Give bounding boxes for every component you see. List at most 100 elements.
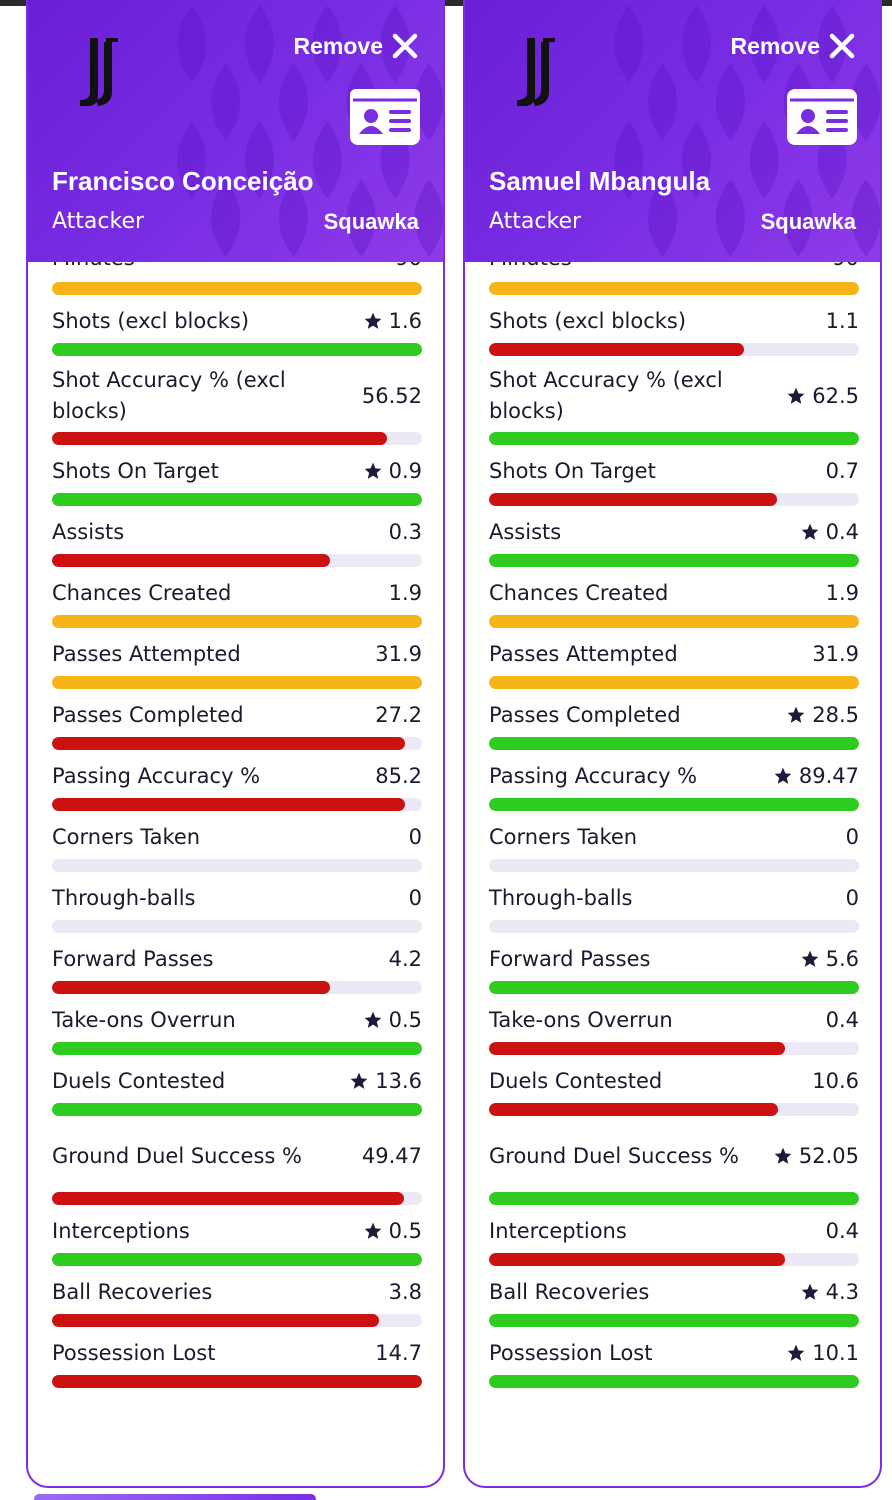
stat-label: Passing Accuracy % xyxy=(52,763,261,788)
remove-label: Remove xyxy=(730,32,820,59)
stat-value: 89.47 xyxy=(798,764,859,788)
stat-label: Assists xyxy=(489,519,562,544)
stat-bar-fill xyxy=(52,798,405,811)
stat-value: 1.9 xyxy=(388,581,422,605)
star-icon xyxy=(800,949,820,969)
stat-value: 1.1 xyxy=(825,309,859,333)
stat-bar xyxy=(52,282,422,295)
stat-bar xyxy=(489,1103,859,1116)
stat-bar xyxy=(489,554,859,567)
stat-bar-fill xyxy=(489,798,859,811)
stat-value-group: 89.47 xyxy=(773,764,859,788)
stat-value-group: 0.7 xyxy=(826,459,859,483)
stat-bar-fill xyxy=(489,1314,859,1327)
bottom-scroll-indicator[interactable] xyxy=(34,1494,316,1500)
stat-bar-fill xyxy=(52,282,422,295)
player-position: Attacker xyxy=(52,209,145,234)
stat-label: Take-ons Overrun xyxy=(52,1007,236,1032)
stat-item: Chances Created 1.9 xyxy=(52,567,422,628)
id-card-icon[interactable] xyxy=(349,88,421,146)
stat-value-group: 1.6 xyxy=(363,309,422,333)
star-icon xyxy=(363,461,383,481)
stat-item: Possession Lost 10.1 xyxy=(489,1327,859,1388)
stat-bar-fill xyxy=(52,615,422,628)
stat-bar-fill xyxy=(52,676,422,689)
stat-item: Corners Taken 0 xyxy=(489,811,859,872)
stat-value: 27.2 xyxy=(375,703,422,727)
stat-value: 4.2 xyxy=(388,947,422,971)
stat-item: Interceptions 0.5 xyxy=(52,1205,422,1266)
stat-value: 62.5 xyxy=(812,384,859,408)
data-source: Squawka xyxy=(323,209,419,234)
stat-value-group: 0 xyxy=(409,886,422,910)
stat-bar-fill xyxy=(489,1042,785,1055)
stat-bar xyxy=(52,493,422,506)
stat-item: Shot Accuracy % (excl blocks) 62.5 xyxy=(489,356,859,445)
stat-bar-fill xyxy=(489,343,744,356)
stat-value-group: 4.3 xyxy=(800,1280,859,1304)
stat-value: 13.6 xyxy=(375,1069,422,1093)
stat-item: Passes Attempted 31.9 xyxy=(52,628,422,689)
stat-label: Passes Attempted xyxy=(52,641,241,666)
star-icon xyxy=(363,1221,383,1241)
stat-value-group: 10.1 xyxy=(786,1341,859,1365)
stat-value: 0 xyxy=(845,886,859,910)
stat-value: 0 xyxy=(845,825,859,849)
stat-item: Shots (excl blocks) 1.6 xyxy=(52,295,422,356)
stat-value-group: 31.9 xyxy=(812,642,859,666)
stat-row: Through-balls 0 xyxy=(489,872,859,920)
stat-item: Ball Recoveries 4.3 xyxy=(489,1266,859,1327)
stat-row: Passing Accuracy % 89.47 xyxy=(489,750,859,798)
stat-bar-fill xyxy=(52,432,387,445)
stat-label: Possession Lost xyxy=(489,1340,653,1365)
stat-bar-fill xyxy=(52,981,330,994)
stat-row: Ball Recoveries 4.3 xyxy=(489,1266,859,1314)
stat-value: 14.7 xyxy=(375,1341,422,1365)
stat-label: Possession Lost xyxy=(52,1340,216,1365)
id-card-icon[interactable] xyxy=(786,88,858,146)
data-source: Squawka xyxy=(760,209,856,234)
stat-value: 0.5 xyxy=(388,1008,422,1032)
stat-label: Shot Accuracy % (excl blocks) xyxy=(489,368,723,423)
stat-bar xyxy=(52,737,422,750)
stat-row: Take-ons Overrun 0.4 xyxy=(489,994,859,1042)
stat-row: Forward Passes 4.2 xyxy=(52,933,422,981)
stat-item: Possession Lost 14.7 xyxy=(52,1327,422,1388)
stat-value: 0.5 xyxy=(388,1219,422,1243)
stat-bar-fill xyxy=(52,1314,380,1327)
stat-item: Passing Accuracy % 85.2 xyxy=(52,750,422,811)
stat-value: 52.05 xyxy=(798,1144,859,1168)
stat-bar xyxy=(52,1103,422,1116)
stat-item: Through-balls 0 xyxy=(489,872,859,933)
remove-button[interactable]: Remove xyxy=(731,32,856,60)
stat-row: Assists 0.4 xyxy=(489,506,859,554)
stat-item: Assists 0.3 xyxy=(52,506,422,567)
stat-bar xyxy=(52,432,422,445)
stat-value: 0.4 xyxy=(825,1008,859,1032)
stat-item: Chances Created 1.9 xyxy=(489,567,859,628)
stat-bar xyxy=(489,981,859,994)
stat-item: Take-ons Overrun 0.4 xyxy=(489,994,859,1055)
stat-row: Assists 0.3 xyxy=(52,506,422,554)
stat-bar-fill xyxy=(52,1375,422,1388)
stat-label: Ball Recoveries xyxy=(52,1279,213,1304)
stat-label: Shots (excl blocks) xyxy=(52,308,250,333)
stat-row: Passes Attempted 31.9 xyxy=(52,628,422,676)
stat-label: Ground Duel Success % xyxy=(52,1143,302,1168)
stat-item: Ball Recoveries 3.8 xyxy=(52,1266,422,1327)
stat-value-group: 0.5 xyxy=(363,1008,422,1032)
stat-label: Ground Duel Success % xyxy=(489,1143,739,1168)
remove-button[interactable]: Remove xyxy=(294,32,419,60)
stat-item: Shots On Target 0.9 xyxy=(52,445,422,506)
stat-row: Corners Taken 0 xyxy=(52,811,422,859)
stat-bar xyxy=(52,981,422,994)
stat-value-group: 28.5 xyxy=(786,703,859,727)
stat-bar xyxy=(52,859,422,872)
stat-value: 0.9 xyxy=(388,459,422,483)
stat-bar-fill xyxy=(489,282,859,295)
stat-value-group: 0.9 xyxy=(363,459,422,483)
close-icon xyxy=(392,33,418,59)
stat-value: 0 xyxy=(408,886,422,910)
